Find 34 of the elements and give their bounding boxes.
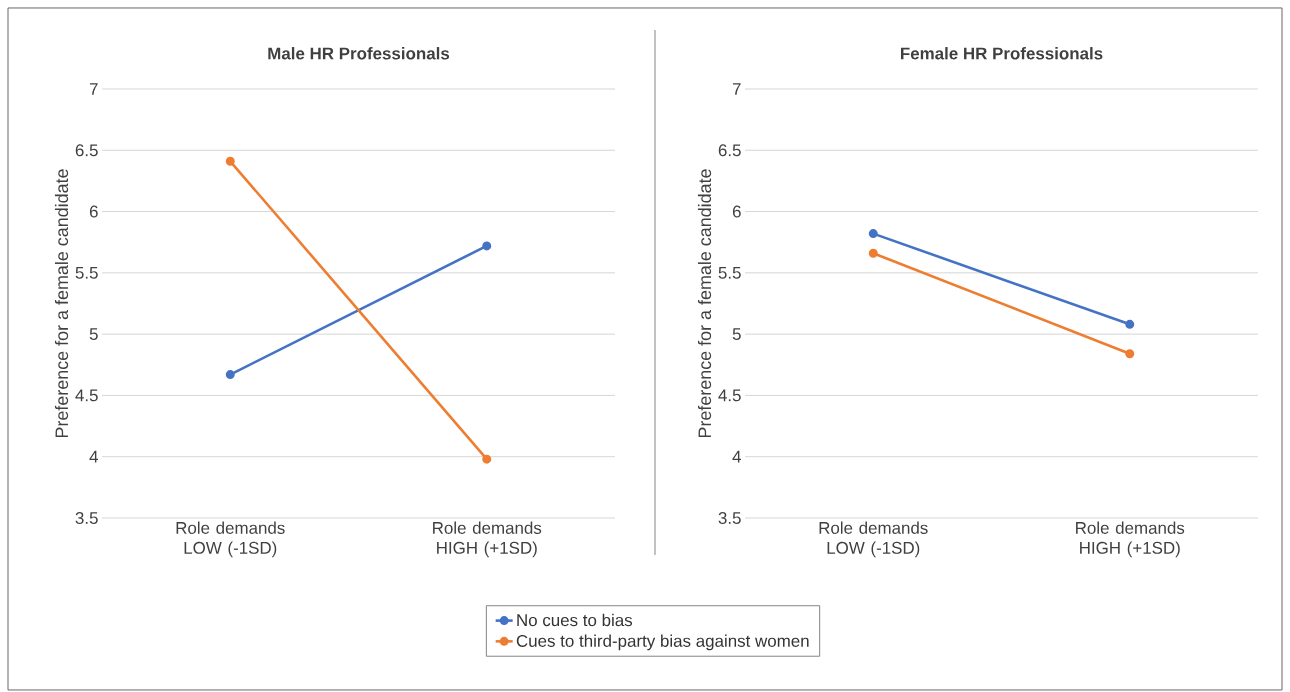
point	[868, 229, 878, 239]
y-tick-label: 7	[732, 83, 741, 95]
point	[482, 241, 492, 251]
y-tick-label: 4.5	[718, 389, 741, 402]
y-axis-title: Preference for a female candidate	[54, 169, 69, 438]
legend-label: Cues to third-party bias against women	[516, 634, 809, 651]
y-axis-title: Preference for a female candidate	[697, 169, 712, 438]
x-tick-label: Role demands HIGH (+1SD)	[1076, 521, 1185, 558]
legend-label: No cues to bias	[517, 613, 633, 627]
y-tick-label: 4	[89, 450, 98, 463]
y-tick-label: 4.5	[75, 389, 98, 402]
chart-title: Female HR Professionals	[901, 47, 1103, 60]
y-tick-label: 3.5	[718, 511, 741, 524]
x-tick-label: Role demands LOW (-1SD)	[176, 521, 285, 558]
point	[868, 248, 878, 258]
y-tick-label: 5.5	[75, 266, 98, 279]
y-tick-label: 6.5	[718, 144, 741, 157]
point	[225, 156, 235, 166]
point	[1125, 349, 1135, 359]
y-tick-label: 5.5	[718, 266, 741, 279]
y-tick-label: 5	[732, 328, 741, 341]
chart-title: Male HR Professionals	[268, 47, 450, 60]
point	[225, 370, 235, 380]
y-tick-label: 6	[89, 205, 98, 218]
y-tick-label: 6.5	[75, 144, 98, 157]
point	[1125, 319, 1135, 329]
x-tick-label: Role demands HIGH (+1SD)	[433, 521, 542, 558]
y-tick-label: 7	[89, 83, 98, 95]
y-tick-label: 6	[732, 205, 741, 218]
y-tick-label: 5	[89, 328, 98, 341]
point	[482, 454, 492, 464]
y-tick-label: 3.5	[75, 511, 98, 524]
x-tick-label: Role demands LOW (-1SD)	[819, 521, 928, 558]
y-tick-label: 4	[732, 450, 741, 463]
